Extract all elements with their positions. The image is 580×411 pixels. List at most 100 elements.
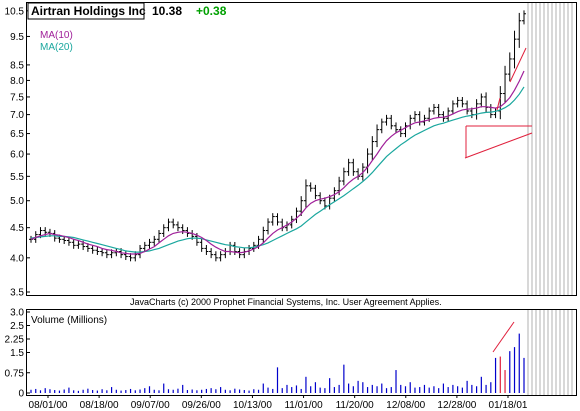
date-tick-label: 11/20/00: [336, 400, 375, 411]
price-bar: [341, 167, 346, 186]
ma20-line: [30, 86, 525, 253]
price-bar: [209, 248, 214, 259]
volume-label: Volume (Millions): [31, 315, 107, 326]
price-bar: [270, 213, 275, 226]
trend-line: [464, 132, 533, 159]
date-tick-label: 08/18/00: [80, 400, 119, 411]
chart-title: Airtran Holdings Inc: [31, 4, 146, 18]
price-bar: [431, 103, 436, 115]
price-bar: [370, 136, 375, 160]
price-bar: [446, 107, 451, 122]
price-bar: [303, 179, 308, 208]
price-bar: [507, 52, 512, 82]
legend-ma10: MA(10): [40, 30, 73, 41]
trend-annotations: [464, 47, 533, 353]
price-bar: [156, 229, 161, 243]
volume-bars: [30, 333, 525, 393]
price-bar: [422, 114, 427, 126]
date-tick-label: 08/01/00: [29, 400, 68, 411]
price-bar: [180, 224, 185, 235]
price-bar: [232, 241, 237, 255]
price-bar: [161, 224, 166, 237]
price-bar: [166, 218, 171, 232]
price-tick-label: 5.5: [10, 172, 24, 183]
date-tick-label: 10/13/00: [233, 400, 272, 411]
price-bar: [133, 251, 138, 262]
price-tick-label: 9.5: [10, 32, 24, 43]
price-panel-frame: [26, 2, 577, 296]
price-bar: [375, 124, 380, 148]
price-bar: [394, 122, 399, 134]
price-bar: [62, 235, 67, 244]
price-tick-label: 6.5: [10, 129, 24, 140]
price-bar: [266, 218, 271, 235]
price-tick-label: 3.5: [10, 288, 24, 299]
price-bar: [308, 182, 313, 192]
volume-axis: 3.0 2.5 2.25 1.5 0.75 0: [5, 308, 30, 400]
price-bar: [460, 96, 465, 108]
price-bar: [95, 246, 100, 255]
price-tick-label: 7.5: [10, 92, 24, 103]
price-bar: [318, 192, 323, 205]
price-bar: [171, 218, 176, 229]
volume-tick-label: 2.5: [10, 321, 24, 332]
price-bar: [412, 111, 417, 122]
price-bar: [517, 12, 522, 48]
price-bar: [384, 114, 389, 126]
price-bar: [123, 251, 128, 261]
trend-line: [509, 47, 527, 83]
volume-tick-label: 2.25: [5, 335, 25, 346]
price-bar: [403, 122, 408, 138]
title-box: [27, 2, 145, 20]
volume-tick-label: 3.0: [10, 308, 24, 319]
date-tick-label: 12/08/00: [386, 400, 425, 411]
date-tick-label: 11/01/00: [284, 400, 323, 411]
price-axis: 10.5 9.5 8.5 8.0 7.5 7.0 6.5 6.0 5.5 5.0 4.5 4.0 3.5: [5, 6, 30, 299]
date-tick-label: 09/26/00: [182, 400, 221, 411]
price-bar: [275, 213, 280, 226]
price-bar: [522, 10, 526, 25]
price-bar: [479, 93, 484, 108]
price-bar: [218, 251, 223, 262]
price-bar: [213, 251, 218, 262]
price-bar: [512, 30, 517, 69]
price-bar: [204, 245, 209, 255]
price-bar: [436, 104, 441, 119]
price-bar: [299, 196, 304, 217]
price-tick-label: 10.5: [5, 6, 25, 17]
price-bar: [90, 244, 95, 254]
price-bar: [199, 238, 204, 252]
price-bar: [313, 184, 318, 200]
price-change: +0.38: [196, 4, 227, 18]
price-bar: [66, 237, 71, 246]
price-bar: [261, 226, 266, 244]
price-bar: [465, 100, 470, 115]
last-price: 10.38: [152, 4, 182, 18]
volume-tick-label: 1.5: [10, 348, 24, 359]
price-bar: [142, 241, 147, 252]
price-bar: [441, 111, 446, 122]
price-bar: [389, 114, 394, 130]
price-tick-label: 7.0: [10, 110, 24, 121]
price-tick-label: 5.0: [10, 196, 24, 207]
price-bar: [351, 158, 356, 176]
trend-line: [492, 321, 515, 353]
volume-tick-label: 0: [18, 389, 24, 400]
moving-averages: [30, 70, 525, 255]
price-tick-label: 8.0: [10, 76, 24, 87]
price-bar: [379, 118, 384, 134]
price-bar: [147, 238, 152, 249]
price-bar: [104, 249, 109, 259]
price-bar: [455, 96, 460, 108]
price-tick-label: 4.5: [10, 223, 24, 234]
price-tick-label: 8.5: [10, 60, 24, 71]
price-bar: [175, 221, 180, 232]
price-bar: [71, 238, 76, 249]
price-tick-label: 4.0: [10, 253, 24, 264]
volume-tick-label: 0.75: [5, 368, 25, 379]
price-tick-label: 6.0: [10, 150, 24, 161]
date-tick-label: 01/18/01: [489, 400, 528, 411]
copyright-text: JavaCharts (c) 2000 Prophet Financial Sy…: [130, 297, 442, 307]
